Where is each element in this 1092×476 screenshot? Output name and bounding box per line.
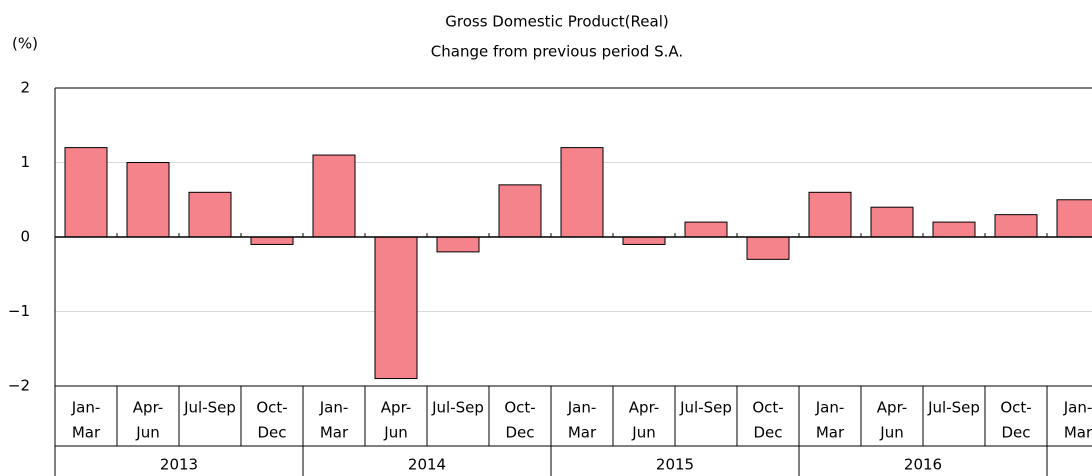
x-tick-label: Jul-Sep [183, 399, 236, 417]
x-tick-label: Dec [1001, 424, 1030, 442]
year-label: 2015 [656, 456, 694, 474]
bar [684, 221, 728, 238]
bar [250, 236, 294, 245]
x-tick-label: Jan- [815, 399, 845, 417]
x-tick-label: Oct- [256, 399, 287, 417]
x-tick-label: Jun [135, 424, 159, 442]
y-tick-label: 1 [20, 153, 30, 171]
x-tick-label: Jan- [71, 399, 101, 417]
bar [746, 236, 790, 260]
x-tick-label: Jun [879, 424, 903, 442]
bar [64, 147, 108, 238]
x-tick-label: Oct- [504, 399, 535, 417]
x-tick-label: Dec [257, 424, 286, 442]
y-tick-label: 0 [20, 228, 30, 246]
x-tick-label: Oct- [752, 399, 783, 417]
year-label: 2016 [904, 456, 942, 474]
x-tick-label: Jan- [1063, 399, 1092, 417]
bar [932, 221, 976, 238]
x-tick-label: Jul-Sep [679, 399, 732, 417]
x-tick-label: Apr- [877, 399, 907, 417]
bar [188, 191, 232, 238]
x-tick-label: Apr- [133, 399, 163, 417]
x-tick-label: Jan- [567, 399, 597, 417]
bar [436, 236, 480, 253]
bar [622, 236, 666, 245]
x-tick-label: Dec [753, 424, 782, 442]
bar [374, 236, 418, 380]
bar [312, 154, 356, 238]
y-tick-label: −1 [8, 302, 30, 320]
x-tick-label: Mar [320, 424, 349, 442]
year-label: 2013 [160, 456, 198, 474]
bar [870, 206, 914, 238]
y-tick-label: 2 [20, 79, 30, 97]
x-tick-label: Jan- [319, 399, 349, 417]
bar [560, 147, 604, 238]
x-tick-label: Jun [631, 424, 655, 442]
x-tick-label: Dec [505, 424, 534, 442]
x-tick-label: Oct- [1000, 399, 1031, 417]
x-tick-label: Jul-Sep [431, 399, 484, 417]
bar [126, 162, 170, 238]
x-tick-label: Apr- [629, 399, 659, 417]
y-axis-label: (%) [12, 35, 38, 53]
x-tick-label: Mar [72, 424, 101, 442]
x-tick-label: Apr- [381, 399, 411, 417]
bar [808, 191, 852, 238]
bar [994, 214, 1038, 238]
x-tick-label: Mar [816, 424, 845, 442]
chart-title: Gross Domestic Product(Real) [445, 13, 668, 31]
x-tick-label: Mar [1064, 424, 1092, 442]
bar [1056, 199, 1092, 238]
y-tick-label: −2 [8, 377, 30, 395]
x-tick-label: Jun [383, 424, 407, 442]
bar [498, 184, 542, 238]
year-label: 2014 [408, 456, 446, 474]
chart-subtitle: Change from previous period S.A. [431, 43, 683, 61]
x-tick-label: Mar [568, 424, 597, 442]
x-tick-label: Jul-Sep [927, 399, 980, 417]
